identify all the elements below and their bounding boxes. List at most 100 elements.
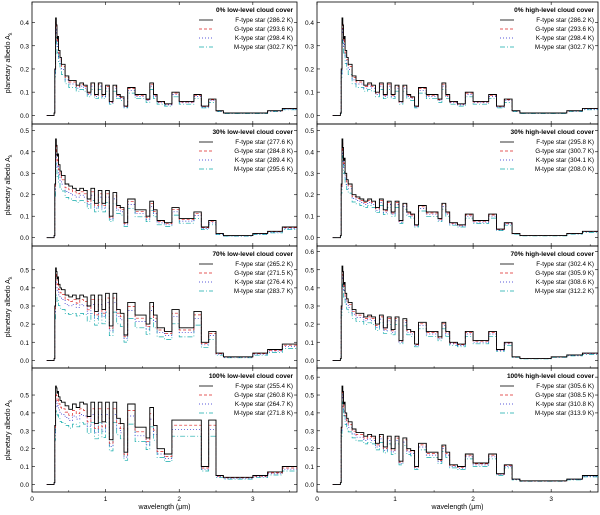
y-tick-label: 0.0 <box>20 113 29 120</box>
y-tick-label: 0.1 <box>20 464 29 471</box>
series-line <box>46 138 297 239</box>
panel-3: 0.0 0.1 0.2 0.3 0.4 0.5 planetary albedo Aλ 30%… <box>5 123 298 247</box>
y-tick-label: 0.3 <box>305 428 314 435</box>
series-line <box>332 21 598 116</box>
panel-8: 0.0 0.1 0.2 0.3 0.4 0.5 0.6 0 1 2 3 wavelength (μm)… <box>305 367 599 511</box>
y-tick-label: 0.3 <box>20 304 29 311</box>
series-line <box>332 274 598 361</box>
y-tick-label: 0.5 <box>305 128 314 135</box>
y-tick-label: 0.6 <box>305 249 314 256</box>
x-tick-label: 2 <box>471 496 475 503</box>
y-tick-label: 0.2 <box>20 192 29 199</box>
legend-entry: G-type star (308.5 K) <box>535 392 594 399</box>
y-axis-label-text: planetary albedo A <box>5 279 12 337</box>
y-tick-label: 0.3 <box>20 428 29 435</box>
y-tick-label: 0.5 <box>305 267 314 274</box>
legend-entry: K-type star (264.7 K) <box>235 401 293 408</box>
panel-title: 0% low-level cloud cover <box>216 7 293 14</box>
y-axis-label-text: planetary albedo A <box>5 35 12 93</box>
legend-entry: G-type star (300.7 K) <box>535 148 594 155</box>
legend-entry: F-type star (295.8 K) <box>536 139 594 146</box>
series-group <box>332 385 598 485</box>
y-tick-label: 0.0 <box>20 358 29 365</box>
y-tick-label: 0.1 <box>20 214 29 221</box>
series-line <box>332 281 598 361</box>
x-tick-label: 0 <box>30 496 34 503</box>
panel-frame <box>31 367 298 493</box>
series-line <box>332 138 598 239</box>
series-line <box>332 17 598 116</box>
y-axis-label-subscript: λ <box>8 399 14 402</box>
y-tick-label: 0.3 <box>20 171 29 178</box>
y-tick-label: 0.3 <box>20 43 29 50</box>
series-line <box>332 269 598 361</box>
series-line <box>46 267 297 361</box>
y-tick-label: 0.4 <box>20 20 29 27</box>
legend-entry: G-type star (293.6 K) <box>234 26 293 33</box>
legend-entry: K-type star (276.4 K) <box>235 279 293 286</box>
y-tick-label: 0.4 <box>305 285 314 292</box>
series-line <box>46 37 297 116</box>
y-tick-label: 0.1 <box>20 340 29 347</box>
legend-entry: F-type star (277.6 K) <box>235 139 293 146</box>
y-tick-label: 0.6 <box>305 375 314 382</box>
y-tick-label: 0.5 <box>20 128 29 135</box>
y-tick-label: 0.2 <box>305 66 314 73</box>
panel-title: 70% low-level cloud cover <box>212 251 293 258</box>
legend-entry: F-type star (255.4 K) <box>235 383 293 390</box>
legend-entry: M-type star (283.7 K) <box>234 288 293 295</box>
series-line <box>332 401 598 485</box>
legend-entry: M-type star (302.7 K) <box>535 44 594 51</box>
y-tick-label: 0.4 <box>305 20 314 27</box>
y-tick-label: 0.4 <box>20 149 29 156</box>
x-axis-label: wavelength (μm) <box>138 504 191 511</box>
y-tick-label: 0.4 <box>305 149 314 156</box>
legend-entry: M-type star (302.7 K) <box>234 44 293 51</box>
panel-title: 100% high-level cloud cover <box>507 373 595 380</box>
y-tick-label: 0.2 <box>305 322 314 329</box>
y-axis-label: planetary albedo Aλ <box>5 399 14 460</box>
x-tick-label: 1 <box>104 496 108 503</box>
panel-4: 0.0 0.1 0.2 0.3 0.4 0.5 30% high-level cloud c… <box>305 123 599 247</box>
series-group <box>46 267 297 361</box>
legend-entry: K-type star (310.8 K) <box>536 401 594 408</box>
y-tick-label: 0.5 <box>305 393 314 400</box>
series-line <box>332 37 598 116</box>
legend-entry: F-type star (286.2 K) <box>536 17 594 24</box>
panel-7: 0.0 0.1 0.2 0.3 0.4 0.5 0 1 2 3 planetary albedo A… <box>5 367 298 511</box>
legend-entry: G-type star (284.8 K) <box>234 148 293 155</box>
legend-entry: K-type star (298.4 K) <box>235 35 293 42</box>
x-tick-label: 2 <box>177 496 181 503</box>
y-tick-label: 0.0 <box>305 235 314 242</box>
legend-entry: M-type star (295.6 K) <box>234 166 293 173</box>
panel-title: 100% low-level cloud cover <box>209 373 294 380</box>
legend-entry: M-type star (313.9 K) <box>535 410 594 417</box>
y-tick-label: 0.5 <box>20 393 29 400</box>
panel-title: 30% low-level cloud cover <box>212 129 293 136</box>
legend-entry: K-type star (308.6 K) <box>536 279 594 286</box>
x-tick-label: 3 <box>549 496 553 503</box>
legend-entry: K-type star (289.4 K) <box>235 157 293 164</box>
series-line <box>332 394 598 485</box>
legend-entry: G-type star (305.9 K) <box>535 270 594 277</box>
series-group <box>332 265 598 361</box>
series-group <box>46 138 297 239</box>
y-axis-label-subscript: λ <box>8 32 14 35</box>
y-tick-label: 0.1 <box>305 464 314 471</box>
y-tick-label: 0.4 <box>20 285 29 292</box>
y-tick-label: 0.1 <box>20 90 29 97</box>
y-tick-label: 0.1 <box>305 214 314 221</box>
legend-entry: F-type star (302.4 K) <box>536 261 594 268</box>
legend-entry: M-type star (312.2 K) <box>535 288 594 295</box>
panel-6: 0.0 0.1 0.2 0.3 0.4 0.5 0.6 70% high-level clou… <box>305 245 599 369</box>
x-axis-label: wavelength (μm) <box>431 504 484 511</box>
y-tick-label: 0.4 <box>20 410 29 417</box>
y-tick-label: 0.5 <box>20 267 29 274</box>
y-tick-label: 0.2 <box>305 446 314 453</box>
series-line <box>46 152 297 239</box>
series-line <box>46 280 297 361</box>
y-tick-label: 0.0 <box>20 482 29 489</box>
series-group <box>332 17 598 116</box>
series-group <box>332 138 598 239</box>
